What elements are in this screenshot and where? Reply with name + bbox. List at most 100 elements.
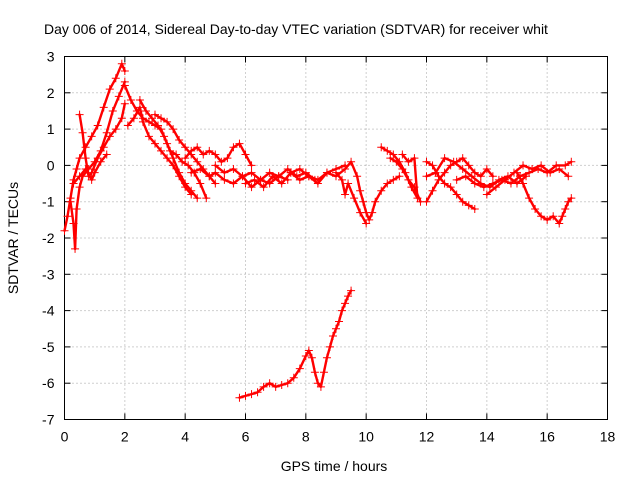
data-point <box>431 168 440 177</box>
y-axis-title: SDTVAR / TECUs <box>5 182 21 294</box>
data-point <box>250 175 259 184</box>
data-point <box>479 183 488 192</box>
series-line <box>126 106 193 196</box>
data-point <box>187 168 196 177</box>
data-point <box>72 165 81 174</box>
data-point <box>99 143 108 152</box>
series-line <box>190 167 289 189</box>
series-sat-a <box>60 59 129 235</box>
data-point <box>87 175 96 184</box>
y-tick-label: -7 <box>42 412 55 428</box>
data-point <box>295 364 304 373</box>
data-point <box>105 132 114 141</box>
data-point <box>169 125 178 134</box>
data-point <box>531 204 540 213</box>
data-point <box>528 165 537 174</box>
data-point <box>193 143 202 152</box>
data-point <box>434 175 443 184</box>
data-point <box>377 186 386 195</box>
data-point <box>404 175 413 184</box>
data-point <box>111 74 120 83</box>
x-tick-label: 2 <box>121 429 129 445</box>
data-point <box>555 219 564 228</box>
data-point <box>253 388 262 397</box>
data-point <box>347 157 356 166</box>
data-point <box>422 197 431 206</box>
data-point <box>295 165 304 174</box>
data-point <box>341 190 350 199</box>
data-point <box>181 143 190 152</box>
data-point <box>75 183 84 192</box>
data-point <box>338 306 347 315</box>
data-point <box>102 150 111 159</box>
data-point <box>120 67 129 76</box>
data-point <box>193 157 202 166</box>
x-tick-label: 0 <box>61 429 69 445</box>
data-point <box>519 161 528 170</box>
data-point <box>229 179 238 188</box>
data-point <box>537 212 546 221</box>
y-tick-label: -5 <box>42 339 55 355</box>
data-point <box>235 393 244 402</box>
data-point <box>491 183 500 192</box>
series-sat-f <box>123 103 196 199</box>
y-tick-label: -4 <box>42 303 55 319</box>
data-point <box>147 114 156 123</box>
data-point <box>241 150 250 159</box>
y-tick-label: -3 <box>42 266 55 282</box>
data-point <box>229 165 238 174</box>
data-point <box>458 154 467 163</box>
y-tick-label: -1 <box>42 194 55 210</box>
data-point <box>356 186 365 195</box>
data-point <box>549 212 558 221</box>
data-point <box>428 186 437 195</box>
data-point <box>157 114 166 123</box>
data-point <box>341 299 350 308</box>
series-sat-h <box>135 96 211 203</box>
series-line <box>184 142 253 167</box>
data-point <box>449 157 458 166</box>
data-point <box>120 99 129 108</box>
series-sat-e <box>120 81 202 203</box>
data-point <box>217 157 226 166</box>
y-tick-label: 0 <box>47 157 55 173</box>
data-point <box>169 161 178 170</box>
series-line <box>214 164 317 182</box>
data-point <box>301 351 310 360</box>
data-point <box>464 161 473 170</box>
y-tick-label: 1 <box>47 121 55 137</box>
data-point <box>446 183 455 192</box>
data-point <box>220 168 229 177</box>
data-point <box>458 165 467 174</box>
data-point <box>184 161 193 170</box>
series-line <box>238 289 353 399</box>
series-sat-u <box>482 161 573 199</box>
data-point <box>93 121 102 130</box>
data-point <box>259 183 268 192</box>
series-line <box>389 156 422 203</box>
series-sat-m <box>286 157 404 224</box>
data-point <box>63 212 72 221</box>
data-point <box>123 121 132 130</box>
y-tick-label: -6 <box>42 375 55 391</box>
series-layer <box>60 59 576 402</box>
data-point <box>66 197 75 206</box>
data-point <box>513 168 521 177</box>
data-point <box>69 179 78 188</box>
data-point <box>211 168 220 177</box>
data-point <box>422 157 431 166</box>
data-point <box>135 103 144 112</box>
data-point <box>187 146 196 155</box>
x-tick-label: 6 <box>242 429 250 445</box>
data-point <box>561 204 570 213</box>
data-point <box>564 172 573 181</box>
data-point <box>383 179 392 188</box>
x-tick-label: 16 <box>539 429 555 445</box>
data-point <box>75 172 84 181</box>
x-tick-label: 12 <box>419 429 435 445</box>
data-point <box>205 146 214 155</box>
data-point <box>235 139 244 148</box>
data-point <box>99 103 108 112</box>
data-point <box>344 179 353 188</box>
